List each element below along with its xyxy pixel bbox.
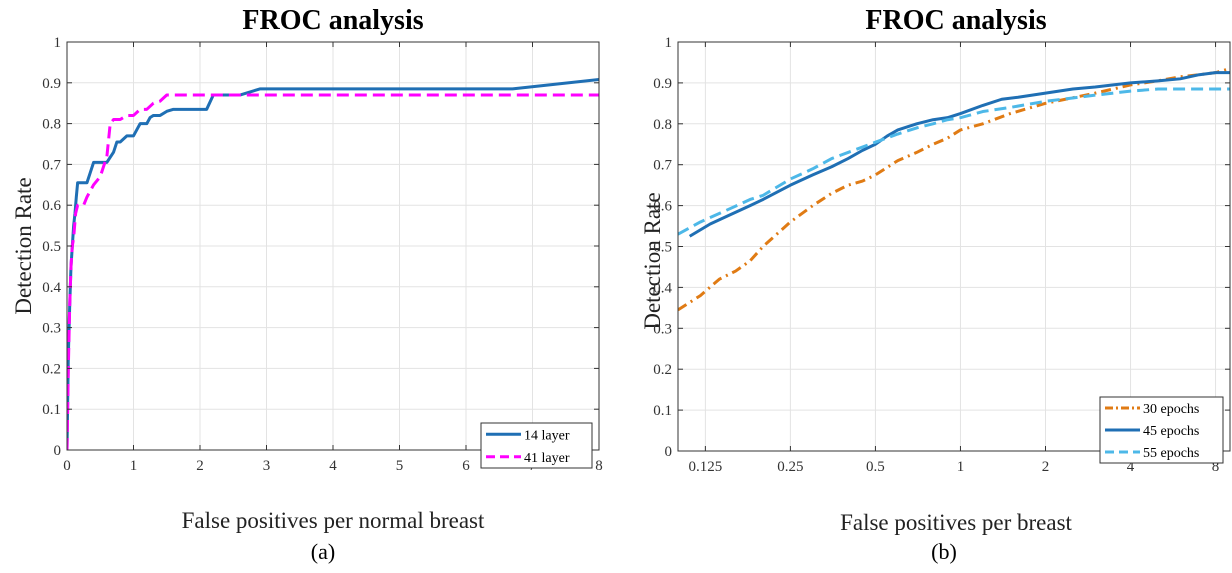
chart-a-legend: 14 layer 41 layer	[480, 422, 593, 469]
chart-b-xtick-label: 2	[1042, 459, 1050, 475]
chart-b-ytick-label: 0.3	[653, 321, 672, 337]
chart-a-xtick-label: 2	[196, 458, 204, 474]
chart-b-legend: 30 epochs 45 epochs 55 epochs	[1099, 396, 1224, 464]
chart-a-xtick-label: 0	[63, 458, 71, 474]
chart-b-ytick-label: 0.9	[653, 76, 672, 92]
chart-a-xtick-label: 3	[263, 458, 271, 474]
chart-b-legend-label-1: 30 epochs	[1143, 402, 1199, 417]
chart-b-xtick-label: 4	[1127, 459, 1135, 475]
chart-a-ytick-label: 0.2	[42, 361, 61, 377]
chart-b-ytick-label: 0.4	[653, 280, 672, 296]
chart-b-title: FROC analysis	[865, 5, 1046, 36]
chart-b-xlabel: False positives per breast	[840, 510, 1072, 535]
chart-b-ytick-label: 1	[665, 35, 673, 51]
chart-b-xtick-label: 1	[957, 459, 965, 475]
chart-a-ytick-label: 0	[54, 443, 62, 459]
chart-a-ytick-label: 0.8	[42, 117, 61, 133]
chart-a-ytick-label: 0.9	[42, 76, 61, 92]
chart-a-xtick-label: 1	[130, 458, 138, 474]
chart-a-series-line-1	[67, 78, 599, 450]
chart-b: FROC analysis False positives per breast…	[640, 5, 1231, 564]
chart-a-legend-box	[480, 422, 593, 469]
chart-a-legend-label-1: 14 layer	[524, 428, 570, 443]
chart-a-ylabel: Detection Rate	[11, 177, 36, 314]
chart-b-ylabel: Detection Rate	[640, 192, 665, 329]
chart-b-series-line-2	[688, 71, 1230, 238]
chart-b-grid	[678, 41, 1230, 452]
chart-b-legend-label-2: 45 epochs	[1143, 424, 1199, 439]
chart-b-ytick-label: 0.7	[653, 158, 672, 174]
chart-a-plot-area	[67, 78, 599, 450]
chart-a-xlabel: False positives per normal breast	[182, 508, 485, 533]
chart-b-panel-label: (b)	[931, 539, 957, 564]
chart-b-ytick-label: 0.5	[653, 240, 672, 256]
chart-a-xtick-label: 4	[329, 458, 337, 474]
chart-b-ytick-label: 0.8	[653, 117, 672, 133]
chart-a-panel-label: (a)	[311, 539, 335, 564]
chart-a-ytick-label: 0.1	[42, 402, 61, 418]
chart-a-xtick-label: 8	[595, 458, 603, 474]
chart-a-ytick-label: 0.5	[42, 239, 61, 255]
chart-b-xtick-label: 8	[1212, 459, 1220, 475]
chart-b-xtick-label: 0.125	[688, 459, 722, 475]
chart-a-grid	[66, 41, 600, 451]
chart-a-title: FROC analysis	[242, 5, 423, 36]
chart-b-legend-label-3: 55 epochs	[1143, 446, 1199, 461]
chart-a-ytick-label: 0.3	[42, 321, 61, 337]
chart-a-ytick-label: 0.4	[42, 280, 61, 296]
chart-b-xtick-label: 0.25	[777, 459, 803, 475]
chart-b-ytick-label: 0.2	[653, 362, 672, 378]
chart-b-xtick-label: 0.5	[866, 459, 885, 475]
chart-b-ytick-label: 0	[665, 444, 673, 460]
chart-b-ytick-label: 0.6	[653, 199, 672, 215]
chart-a-ytick-label: 1	[54, 35, 62, 51]
chart-a-ytick-label: 0.7	[42, 157, 61, 173]
chart-b-series-line-1	[678, 67, 1230, 312]
chart-a-ytick-label: 0.6	[42, 198, 61, 214]
chart-a: FROC analysis False positives per normal…	[11, 5, 603, 564]
chart-b-ytick-label: 0.1	[653, 403, 672, 419]
chart-a-xtick-label: 5	[396, 458, 404, 474]
chart-a-xtick-label: 6	[462, 458, 470, 474]
chart-b-plot-area	[678, 67, 1230, 312]
chart-a-legend-label-2: 41 layer	[524, 451, 570, 466]
chart-a-series-line-2	[67, 93, 599, 450]
chart-b-series-line-3	[678, 87, 1230, 236]
